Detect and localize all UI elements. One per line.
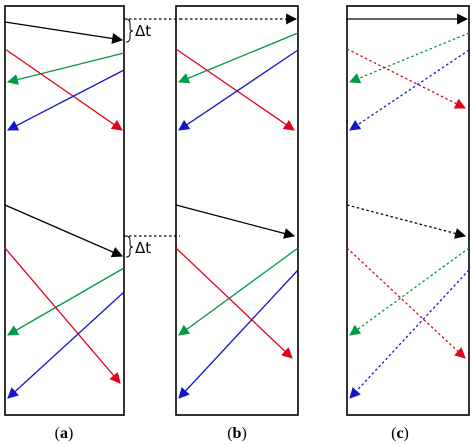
delta-t-brace-top	[125, 18, 134, 43]
delta-t-label-top: Δt	[135, 22, 151, 40]
arrow-b-top-green	[177, 32, 299, 84]
arrow-a-top-red	[4, 48, 123, 131]
panel-c-arrows	[346, 13, 470, 399]
arrow-a-bottom-blue	[7, 291, 125, 399]
arrow-a-top-green	[6, 52, 125, 85]
panel-b-arrows	[175, 13, 299, 399]
panel-b-frame	[175, 5, 299, 416]
arrow-b-bottom-black	[175, 204, 296, 239]
arrow-c-bottom-blue	[349, 269, 470, 399]
arrow-b-bottom-red	[175, 247, 293, 359]
arrow-b-bottom-green	[178, 247, 299, 336]
arrow-b-bottom-blue	[178, 269, 299, 399]
arrow-c-top-green	[348, 32, 470, 84]
arrow-c-top-red	[346, 48, 466, 109]
arrow-a-bottom-black	[4, 204, 124, 258]
delta-t-label-bottom: Δt	[135, 239, 151, 257]
arrow-c-bottom-red	[346, 247, 466, 359]
arrow-c-top-blue	[349, 49, 470, 131]
arrow-a-bottom-red	[4, 247, 121, 384]
arrow-b-top-blue	[178, 49, 299, 131]
arrow-a-top-black	[4, 21, 124, 44]
arrow-b-top-red	[175, 48, 295, 131]
panel-a-arrows	[4, 21, 125, 399]
arrow-a-top-blue	[7, 69, 125, 131]
panel-label-b: (b)	[227, 425, 247, 442]
panel-label-a: (a)	[55, 425, 74, 442]
panel-c-frame	[346, 5, 470, 416]
arrow-c-bottom-black	[346, 204, 467, 239]
delta-t-brace-bottom	[125, 235, 134, 258]
arrow-a-bottom-green	[7, 267, 125, 336]
delta-t-annotations: Δt Δt	[124, 18, 180, 258]
panel-label-c: (c)	[391, 425, 409, 442]
